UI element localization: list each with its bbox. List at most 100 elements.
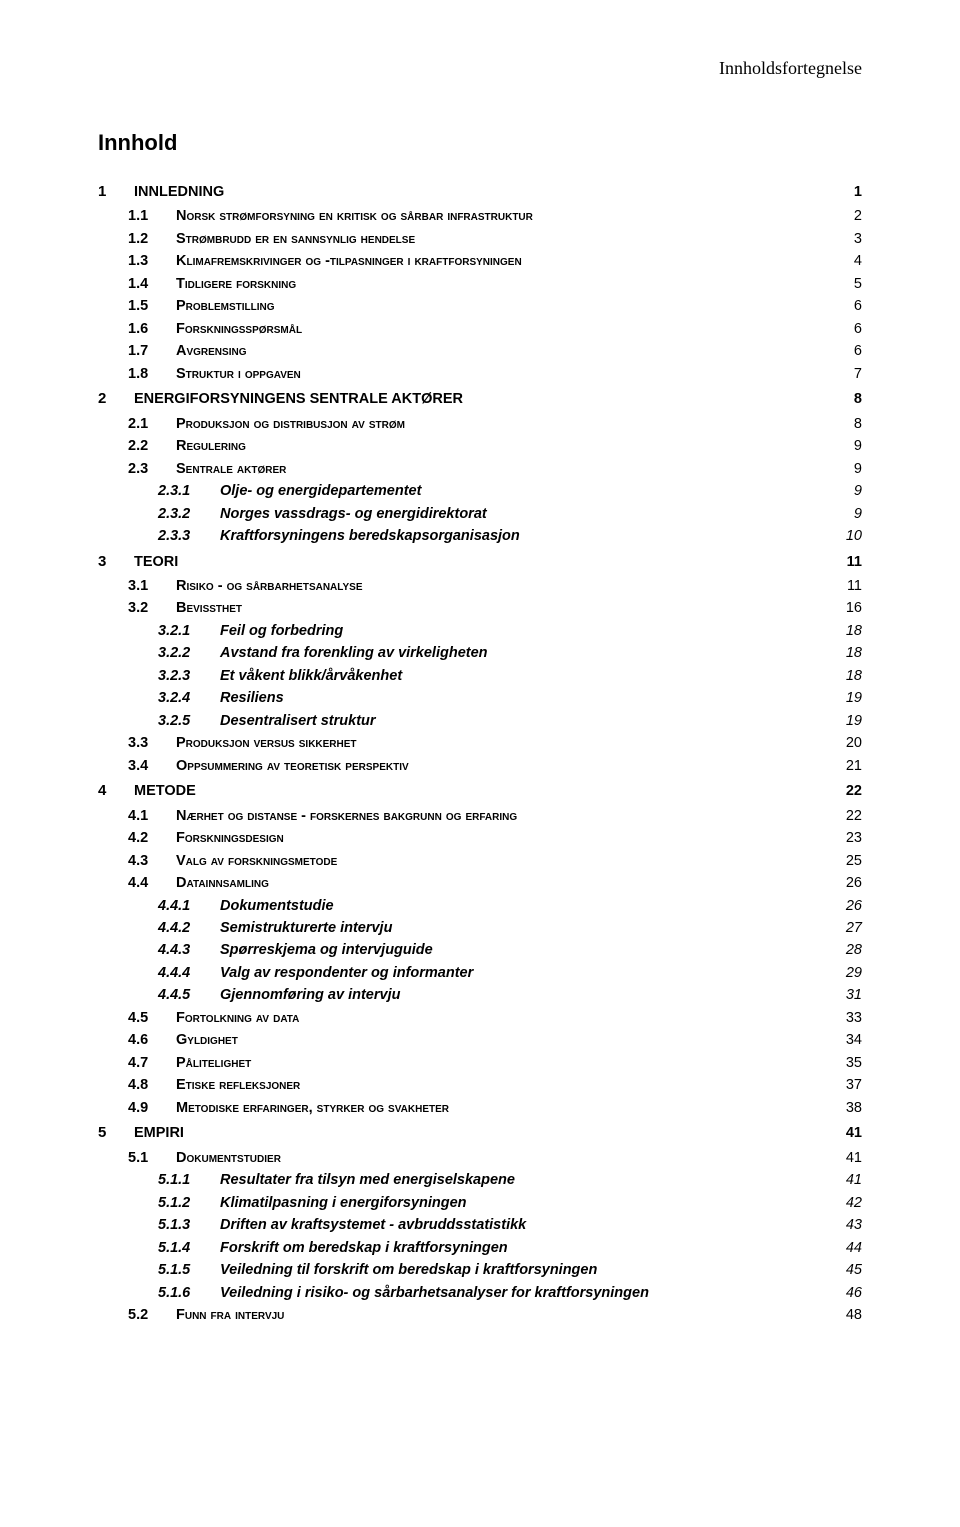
toc-chapter[interactable]: 4METODE22 [98,779,862,802]
toc-section[interactable]: 5.1Dokumentstudier41 [98,1147,862,1169]
toc-subsection[interactable]: 4.4.3Spørreskjema og intervjuguide28 [98,939,862,961]
toc-subsection[interactable]: 4.4.1Dokumentstudie26 [98,895,862,917]
toc-entry-title: Dokumentstudier [170,1147,281,1169]
toc-entry-page: 6 [854,295,862,317]
toc-section[interactable]: 1.8Struktur i oppgaven7 [98,363,862,385]
toc-section[interactable]: 4.8Etiske refleksjoner37 [98,1074,862,1096]
toc-entry-number: 4.4.1 [158,895,214,917]
toc-entry-page: 28 [846,939,862,961]
toc-entry-number: 4.4.4 [158,962,214,984]
toc-subsection[interactable]: 3.2.1Feil og forbedring18 [98,620,862,642]
toc-subsection[interactable]: 3.2.4Resiliens19 [98,687,862,709]
toc-section[interactable]: 4.1Nærhet og distanse - forskernes bakgr… [98,805,862,827]
toc-section[interactable]: 2.2Regulering9 [98,435,862,457]
toc-section[interactable]: 1.2Strømbrudd er en sannsynlig hendelse3 [98,228,862,250]
toc-entry-number: 4.4.3 [158,939,214,961]
toc-chapter[interactable]: 1INNLEDNING1 [98,180,862,203]
toc-entry-page: 9 [854,458,862,480]
toc-section[interactable]: 4.5Fortolkning av data 33 [98,1007,862,1029]
toc-section[interactable]: 3.4Oppsummering av teoretisk perspektiv2… [98,755,862,777]
toc-entry-page: 44 [846,1237,862,1259]
toc-section[interactable]: 1.4Tidligere forskning5 [98,273,862,295]
toc-entry-title: Veiledning i risiko- og sårbarhetsanalys… [214,1282,649,1304]
toc-section[interactable]: 4.9Metodiske erfaringer, styrker og svak… [98,1097,862,1119]
toc-section[interactable]: 1.7Avgrensing6 [98,340,862,362]
toc-subsection[interactable]: 2.3.3Kraftforsyningens beredskapsorganis… [98,525,862,547]
toc-entry-title: Fortolkning av data [170,1007,299,1029]
toc-entry-title: Datainnsamling [170,872,269,894]
toc-chapter[interactable]: 5EMPIRI41 [98,1121,862,1144]
toc-section[interactable]: 3.2Bevissthet16 [98,597,862,619]
toc-subsection[interactable]: 5.1.1Resultater fra tilsyn med energisel… [98,1169,862,1191]
toc-subsection[interactable]: 4.4.5Gjennomføring av intervju31 [98,984,862,1006]
toc-section[interactable]: 2.3Sentrale aktører9 [98,458,862,480]
toc-subsection[interactable]: 5.1.2Klimatilpasning i energiforsyningen… [98,1192,862,1214]
toc-subsection[interactable]: 4.4.4Valg av respondenter og informanter… [98,962,862,984]
toc-entry-page: 9 [854,480,862,502]
toc-entry-title: Produksjon versus sikkerhet [170,732,357,754]
toc-entry-page: 8 [854,388,862,410]
toc-section[interactable]: 1.5Problemstilling6 [98,295,862,317]
toc-entry-title: Klimafremskrivinger og -tilpasninger i k… [170,250,522,272]
toc-subsection[interactable]: 3.2.5Desentralisert struktur19 [98,710,862,732]
toc-chapter[interactable]: 3TEORI11 [98,550,862,573]
toc-section[interactable]: 1.6Forskningsspørsmål6 [98,318,862,340]
toc-entry-page: 21 [846,755,862,777]
toc-subsection[interactable]: 5.1.4Forskrift om beredskap i kraftforsy… [98,1237,862,1259]
toc-entry-page: 9 [854,503,862,525]
toc-entry-title: Forskningsdesign [170,827,284,849]
toc-subsection[interactable]: 3.2.3Et våkent blikk/årvåkenhet18 [98,665,862,687]
toc-section[interactable]: 3.3Produksjon versus sikkerhet20 [98,732,862,754]
toc-section[interactable]: 4.4Datainnsamling26 [98,872,862,894]
toc-section[interactable]: 5.2Funn fra intervju48 [98,1304,862,1326]
toc-entry-number: 4.6 [128,1029,170,1051]
toc-entry-page: 9 [854,435,862,457]
toc-entry-page: 41 [846,1169,862,1191]
toc-entry-title: Desentralisert struktur [214,710,376,732]
toc-section[interactable]: 1.1Norsk strømforsyning en kritisk og så… [98,205,862,227]
toc-entry-number: 3.2.3 [158,665,214,687]
toc-entry-number: 1.2 [128,228,170,250]
toc-section[interactable]: 1.3Klimafremskrivinger og -tilpasninger … [98,250,862,272]
toc-section[interactable]: 4.7Pålitelighet35 [98,1052,862,1074]
toc-entry-number: 5.1 [128,1147,170,1169]
toc-entry-page: 19 [846,687,862,709]
toc-entry-title: Veiledning til forskrift om beredskap i … [214,1259,597,1281]
toc-section[interactable]: 4.6Gyldighet34 [98,1029,862,1051]
toc-entry-number: 2.1 [128,413,170,435]
toc-entry-number: 1.5 [128,295,170,317]
toc-entry-page: 11 [847,551,862,573]
toc-entry-title: Pålitelighet [170,1052,251,1074]
toc-entry-number: 2.3.1 [158,480,214,502]
toc-entry-page: 38 [846,1097,862,1119]
toc-subsection[interactable]: 5.1.5Veiledning til forskrift om beredsk… [98,1259,862,1281]
toc-entry-page: 33 [846,1007,862,1029]
toc-chapter[interactable]: 2ENERGIFORSYNINGENS SENTRALE AKTØRER8 [98,387,862,410]
toc-subsection[interactable]: 2.3.2Norges vassdrags- og energidirektor… [98,503,862,525]
toc-section[interactable]: 4.3Valg av forskningsmetode25 [98,850,862,872]
toc-subsection[interactable]: 4.4.2Semistrukturerte intervju27 [98,917,862,939]
toc-entry-number: 5.2 [128,1304,170,1326]
toc-entry-page: 7 [854,363,862,385]
toc-entry-page: 4 [854,250,862,272]
toc-subsection[interactable]: 2.3.1Olje- og energidepartementet 9 [98,480,862,502]
toc-subsection[interactable]: 5.1.6Veiledning i risiko- og sårbarhetsa… [98,1282,862,1304]
toc-subsection[interactable]: 5.1.3Driften av kraftsystemet - avbrudds… [98,1214,862,1236]
toc-entry-title: Sentrale aktører [170,458,286,480]
toc-entry-title: Olje- og energidepartementet [214,480,421,502]
document-title: Innhold [98,130,862,156]
toc-section[interactable]: 4.2Forskningsdesign23 [98,827,862,849]
toc-entry-number: 1.8 [128,363,170,385]
toc-entry-number: 2.3.2 [158,503,214,525]
toc-entry-page: 43 [846,1214,862,1236]
toc-subsection[interactable]: 3.2.2Avstand fra forenkling av virkeligh… [98,642,862,664]
toc-entry-title: Forskningsspørsmål [170,318,302,340]
toc-entry-page: 16 [846,597,862,619]
toc-entry-page: 45 [846,1259,862,1281]
toc-entry-page: 41 [846,1122,862,1144]
toc-section[interactable]: 2.1Produksjon og distribusjon av strøm8 [98,413,862,435]
toc-entry-number: 4.8 [128,1074,170,1096]
toc-section[interactable]: 3.1Risiko - og sårbarhetsanalyse11 [98,575,862,597]
toc-entry-title: Nærhet og distanse - forskernes bakgrunn… [170,805,517,827]
toc-entry-number: 4.5 [128,1007,170,1029]
